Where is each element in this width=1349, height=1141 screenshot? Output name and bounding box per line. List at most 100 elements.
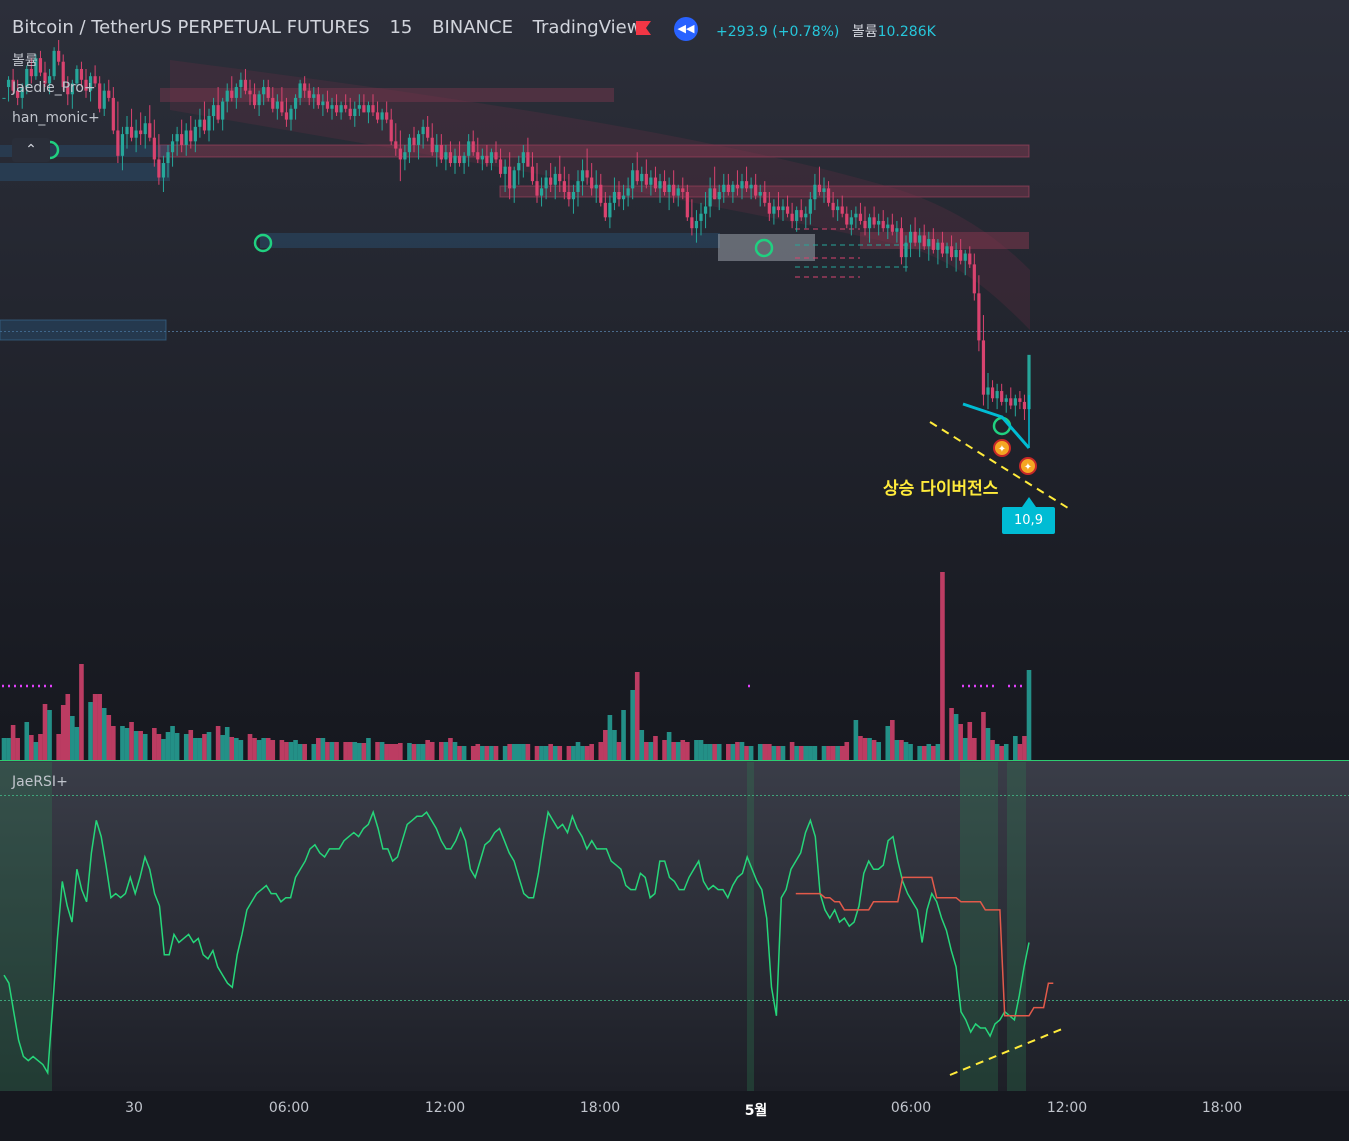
volume-bar: [279, 740, 285, 760]
candle-body: [339, 105, 343, 113]
volume-bar: [293, 740, 298, 760]
volume-bar: [120, 726, 125, 760]
volume-bar: [621, 710, 626, 760]
volume-bar: [361, 743, 367, 760]
indicator-volume[interactable]: 볼륨: [12, 53, 38, 69]
volume-bar: [940, 572, 945, 760]
volume-bar: [798, 746, 804, 760]
candle-body: [289, 108, 293, 120]
candle-body: [603, 202, 607, 218]
candle-body: [280, 101, 284, 113]
candle-body: [840, 206, 844, 214]
candle-body: [558, 173, 562, 182]
candle-body: [394, 141, 398, 149]
candle-body: [571, 192, 576, 200]
volume-bar: [92, 694, 98, 760]
volume-bar: [844, 742, 850, 760]
candle-body: [731, 184, 735, 192]
candle-body: [922, 235, 926, 247]
candle-body: [899, 228, 904, 258]
volume-bar: [202, 734, 207, 760]
candle-body: [266, 87, 270, 98]
x-tick-label: 06:00: [890, 1100, 932, 1116]
volume-bar: [507, 744, 512, 760]
volume-bar: [152, 728, 157, 760]
volume-bar: [862, 738, 868, 760]
candle-body: [202, 119, 207, 131]
volume-bar: [757, 744, 763, 760]
candle-body: [831, 202, 835, 211]
volume-bar: [325, 742, 330, 760]
volume-bar: [653, 736, 658, 760]
volume-bar: [926, 744, 932, 760]
candle-body: [20, 87, 24, 98]
candle-body: [298, 83, 302, 98]
candle-body: [931, 239, 935, 250]
candle-body: [148, 123, 152, 138]
volume-bar: [47, 710, 52, 760]
volume-bar: [10, 725, 16, 760]
candle-body: [303, 83, 307, 91]
candle-body: [2, 97, 6, 99]
volume-bar: [265, 738, 271, 760]
candle-body: [1004, 398, 1008, 402]
candle-body: [881, 220, 885, 229]
volume-bar: [639, 730, 645, 760]
candle-body: [767, 202, 771, 214]
volume-bar: [197, 738, 203, 760]
candle-body: [672, 184, 676, 196]
candle-body: [1022, 401, 1027, 410]
volume-bar: [999, 746, 1004, 760]
indicator-han-monic[interactable]: han_monic+: [12, 110, 100, 126]
candle-body: [940, 242, 945, 254]
candle-body: [34, 58, 38, 77]
volume-bar: [379, 742, 385, 760]
candle-body: [403, 152, 407, 160]
oversold-highlight: [1007, 762, 1026, 1091]
candle-body: [435, 144, 439, 153]
candle-body: [116, 130, 120, 156]
rsi-trendline-dashed: [949, 1028, 1063, 1076]
volume-bar: [129, 722, 134, 760]
volume-bar: [1017, 744, 1023, 760]
volume-bar: [703, 744, 708, 760]
candle-body: [508, 166, 512, 189]
rsi-group: [0, 762, 1349, 1091]
volume-bar: [675, 742, 681, 760]
candle-body: [221, 101, 225, 120]
candle-body: [754, 184, 758, 196]
candle-body: [143, 123, 147, 135]
indicator-jaedie-pro[interactable]: Jaedie_Pro+: [12, 80, 96, 96]
volume-bar: [776, 746, 781, 760]
volume-bar: [1013, 736, 1018, 760]
candle-body: [325, 101, 330, 109]
candle-body: [88, 76, 93, 91]
volume-bar: [890, 720, 895, 760]
volume-bar: [830, 746, 836, 760]
rsi-indicator-label[interactable]: JaeRSI+: [12, 774, 68, 790]
candle-body: [836, 206, 840, 211]
volume-bar: [808, 746, 813, 760]
volume-bar: [876, 742, 881, 760]
x-tick-label: 12:00: [1046, 1100, 1088, 1116]
divergence-line: [962, 402, 1031, 449]
volume-bar: [521, 744, 526, 760]
volume-bar: [921, 746, 927, 760]
candle-body: [653, 177, 658, 189]
candle-body: [357, 105, 361, 109]
volume-bar: [215, 726, 221, 760]
volume-bar: [111, 726, 116, 760]
time-axis-bg: [0, 1091, 1349, 1141]
candle-body: [590, 177, 594, 189]
candle-body: [157, 159, 161, 178]
volume-bar: [193, 738, 198, 760]
candle-body: [781, 206, 785, 211]
candle-body: [407, 137, 412, 153]
candle-body: [877, 220, 881, 225]
volume-bar: [188, 730, 194, 760]
candle-body: [699, 213, 703, 221]
volume-bar: [252, 738, 257, 760]
candle-body: [954, 249, 958, 258]
collapse-indicators-button[interactable]: ⌃: [12, 138, 50, 162]
